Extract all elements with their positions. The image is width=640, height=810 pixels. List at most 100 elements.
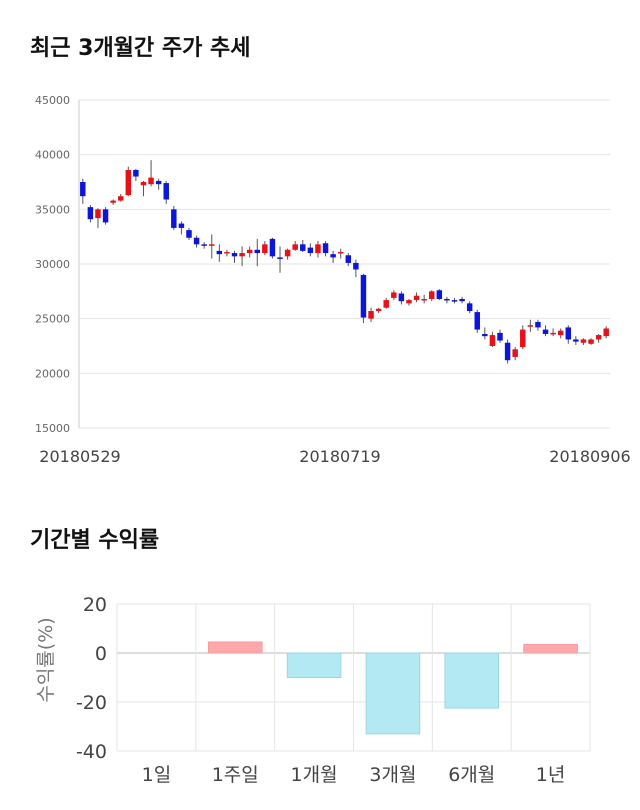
candle <box>383 297 389 309</box>
candle <box>330 250 336 263</box>
candle <box>535 319 541 331</box>
candle <box>110 199 116 205</box>
price-trend-title: 최근 3개월간 주가 추세 <box>30 36 251 61</box>
candle-body <box>117 196 124 201</box>
candle <box>87 204 94 223</box>
candle <box>155 178 162 190</box>
candlestick-y-axis: 15000 20000 25000 30000 35000 40000 45000 <box>35 94 70 435</box>
candle <box>231 250 238 263</box>
candle <box>542 325 549 337</box>
candle-body <box>360 274 367 318</box>
candle <box>171 206 177 231</box>
candle-body <box>368 311 374 319</box>
candle <box>406 298 412 306</box>
y-tick-label: 15000 <box>35 422 70 435</box>
candle-body <box>595 335 602 340</box>
candle-body <box>315 244 321 254</box>
candle <box>277 246 283 273</box>
candle <box>520 325 526 350</box>
return-bar <box>207 641 263 654</box>
candle-body <box>459 298 465 302</box>
returns-bars <box>207 641 578 735</box>
candle <box>163 180 169 204</box>
candle-body <box>140 182 147 186</box>
returns-y-axis-label: 수익률(%) <box>35 617 57 702</box>
candle-body <box>87 207 94 220</box>
candle <box>360 273 367 324</box>
y-tick-label: 25000 <box>35 313 70 326</box>
candle <box>353 259 359 278</box>
candlestick-chart: 15000 20000 25000 30000 35000 40000 45000 2018… <box>35 94 631 466</box>
candle-body <box>277 257 283 259</box>
candlestick-x-axis: 20180529 20180719 20180906 <box>39 447 630 466</box>
x-tick-label: 6개월 <box>448 764 495 786</box>
candle <box>140 180 147 197</box>
candle-body <box>102 209 109 223</box>
candle-body <box>216 250 223 255</box>
candle-body <box>231 253 238 257</box>
candle <box>565 325 572 344</box>
candle <box>292 241 298 251</box>
x-tick-label: 20180529 <box>39 447 120 466</box>
candle <box>368 307 374 322</box>
candle-body <box>269 238 276 257</box>
candle <box>186 227 192 240</box>
x-tick-label: 1개월 <box>291 764 338 786</box>
candle <box>413 292 420 303</box>
candle-body <box>193 237 200 245</box>
candle-body <box>398 293 405 302</box>
candle-body <box>557 330 564 336</box>
candle <box>588 338 594 345</box>
returns-y-axis: 20 0 -20 -40 <box>76 594 107 763</box>
candle <box>429 290 435 302</box>
candle-body <box>322 243 329 254</box>
candle <box>322 241 329 257</box>
candle-body <box>429 291 435 299</box>
candle-body <box>482 333 488 337</box>
y-tick-label: 20 <box>83 594 107 616</box>
candle <box>580 338 587 345</box>
candle <box>550 328 556 337</box>
y-tick-label: -20 <box>76 692 107 714</box>
candle-body <box>125 169 132 196</box>
candle-body <box>292 244 298 250</box>
candle-body <box>353 262 359 270</box>
candle-body <box>497 332 503 341</box>
candle-body <box>504 342 511 361</box>
candle-body <box>95 209 101 219</box>
y-tick-label: 30000 <box>35 258 70 271</box>
candle <box>595 333 602 343</box>
candle-body <box>451 300 458 302</box>
y-tick-label: 20000 <box>35 367 70 380</box>
candle <box>133 168 139 181</box>
y-tick-label: -40 <box>76 741 107 763</box>
candle-body <box>573 339 579 342</box>
candle <box>474 309 480 333</box>
return-bar <box>365 652 421 735</box>
candle <box>307 243 314 257</box>
candle-body <box>413 295 420 301</box>
candle-body <box>155 180 162 185</box>
candle <box>102 207 109 225</box>
candle-body <box>171 209 177 228</box>
candle-body <box>444 298 450 301</box>
candle-body <box>110 200 116 203</box>
period-returns-title: 기간별 수익률 <box>30 528 160 553</box>
candle-body <box>489 335 496 346</box>
candle <box>603 326 609 339</box>
x-tick-label: 20180906 <box>549 447 630 466</box>
candle <box>436 289 443 301</box>
candle-body <box>148 177 154 185</box>
candle-body <box>330 254 336 258</box>
candle-body <box>201 244 207 246</box>
candle <box>224 249 230 257</box>
x-tick-label: 20180719 <box>299 447 380 466</box>
candlestick-series <box>80 160 609 364</box>
candle-body <box>186 230 192 238</box>
candle-body <box>178 223 185 228</box>
candle <box>489 331 496 348</box>
candle <box>337 248 344 259</box>
candle-body <box>239 253 245 257</box>
candle <box>246 246 253 258</box>
candle <box>117 194 124 202</box>
